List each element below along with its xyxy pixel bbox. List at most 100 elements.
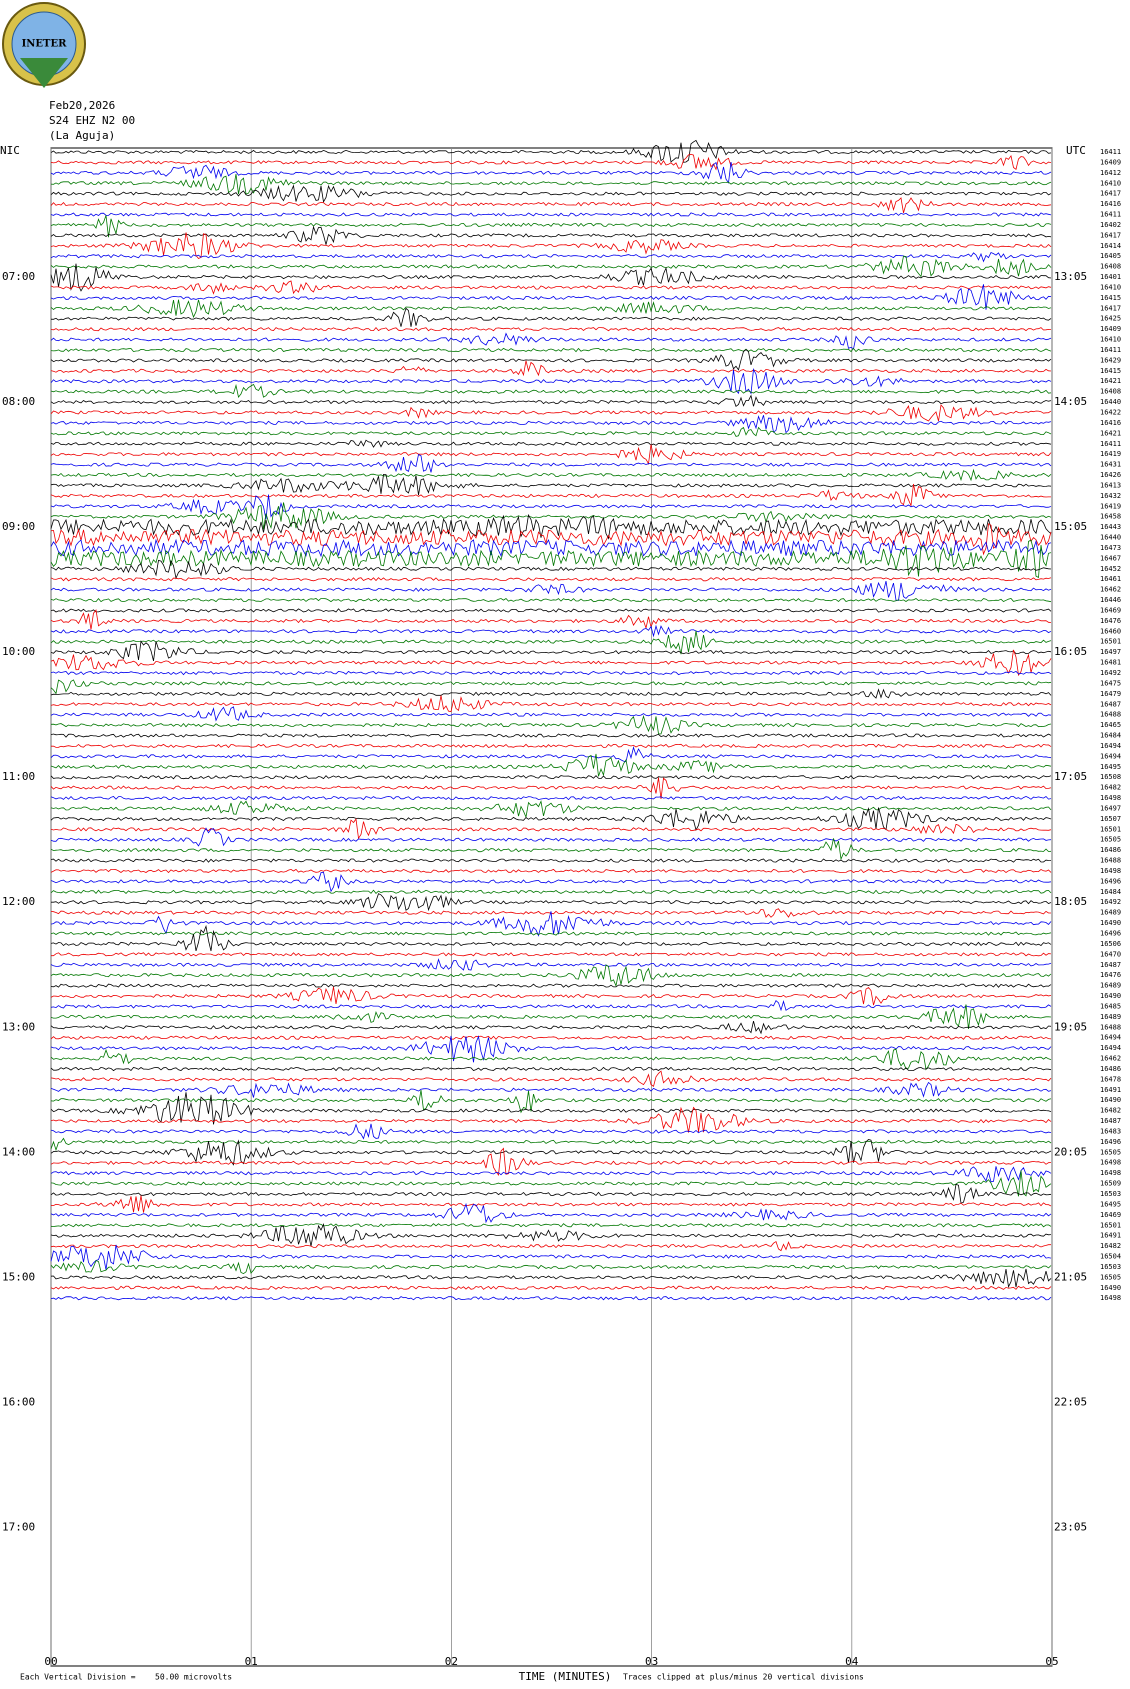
trace [50,777,1052,799]
trace-id: 16473 [1100,544,1121,552]
trace-id: 16482 [1100,1107,1121,1115]
trace-id: 16410 [1100,283,1121,291]
trace-id: 16501 [1100,825,1121,833]
trace [50,1123,1052,1140]
right-time: 16:05 [1054,645,1087,658]
trace [50,1092,1052,1125]
trace-id: 16498 [1100,1294,1121,1302]
trace-id: 16422 [1100,409,1121,417]
trace-id: 16405 [1100,252,1121,260]
trace-id: 16488 [1100,857,1121,865]
trace [50,326,1052,332]
trace-id: 16425 [1100,315,1121,323]
trace [50,1260,1052,1275]
trace [51,952,1052,957]
trace [50,1081,1052,1098]
right-time: 21:05 [1054,1270,1087,1283]
trace-id: 16475 [1100,679,1121,687]
trace-id: 16460 [1100,627,1121,635]
trace-id: 16426 [1100,471,1121,479]
trace-id: 16417 [1100,304,1121,312]
trace [50,1166,1052,1183]
right-time: 15:05 [1054,520,1087,533]
trace [50,174,1052,195]
trace-id: 16504 [1100,1253,1121,1261]
trace [50,806,1052,831]
x-tick-label: 00 [44,1655,57,1668]
trace-id: 16409 [1100,158,1121,166]
left-time: 12:00 [2,895,35,908]
trace [50,753,1052,777]
trace [50,1106,1052,1133]
trace [50,640,1052,661]
trace [50,232,1052,259]
logo: INETER [2,2,86,88]
date: Feb20,2026 [49,99,115,112]
trace-id: 16470 [1100,950,1121,958]
trace [50,212,1052,217]
left-time: 17:00 [2,1520,35,1533]
trace-id: 16467 [1100,554,1121,562]
trace [50,538,1052,558]
trace [50,670,1052,676]
trace-id: 16414 [1100,242,1121,250]
trace [50,795,1052,801]
trace-id: 16401 [1100,273,1121,281]
trace-id: 16496 [1100,877,1121,885]
trace [50,958,1052,971]
trace [50,494,1052,520]
trace [50,679,1052,695]
trace [50,800,1052,819]
trace-id: 16498 [1100,794,1121,802]
trace [50,624,1052,638]
trace [50,184,1052,203]
left-time: 07:00 [2,270,35,283]
trace [50,1202,1052,1224]
station: S24 EHZ N2 00 [49,114,135,127]
trace-id: 16484 [1100,888,1121,896]
trace-id: 16489 [1100,909,1121,917]
trace-id: 16458 [1100,513,1121,521]
trace-id: 16509 [1100,1180,1121,1188]
trace-id: 16432 [1100,492,1121,500]
trace-id: 16452 [1100,565,1121,573]
trace [50,924,1052,952]
trace-id: 16417 [1100,190,1121,198]
trace [50,1035,1052,1040]
trace-id: 16496 [1100,1138,1121,1146]
trace [50,1090,1052,1114]
trace [50,818,1052,840]
trace-id: 16498 [1100,1159,1121,1167]
trace-id: 16479 [1100,690,1121,698]
trace-id: 16417 [1100,231,1121,239]
trace-id: 16443 [1100,523,1121,531]
trace-id: 16496 [1100,930,1121,938]
trace-id: 16482 [1100,1242,1121,1250]
trace [50,608,1052,613]
trace [50,868,1052,874]
trace-id: 16487 [1100,1117,1121,1125]
trace-id: 16462 [1100,586,1121,594]
place: (La Aguja) [49,129,115,142]
trace [50,695,1052,713]
trace [50,1070,1052,1087]
trace [50,1244,1052,1270]
trace [50,964,1052,988]
trace-id: 16484 [1100,732,1121,740]
trace-id: 16440 [1100,398,1121,406]
trace [50,986,1052,1006]
trace-id: 16505 [1100,836,1121,844]
trace [50,415,1052,434]
trace [50,1195,1052,1213]
trace-id: 16487 [1100,700,1121,708]
x-axis-title: TIME (MINUTES) [519,1670,612,1683]
trace [50,931,1052,936]
trace [50,513,1052,540]
right-time: 17:05 [1054,770,1087,783]
trace [50,1183,1052,1204]
trace [50,1138,1052,1166]
trace-id: 16495 [1100,1200,1121,1208]
trace [50,733,1052,738]
left-time: 14:00 [2,1145,35,1158]
x-tick-label: 05 [1045,1655,1058,1668]
